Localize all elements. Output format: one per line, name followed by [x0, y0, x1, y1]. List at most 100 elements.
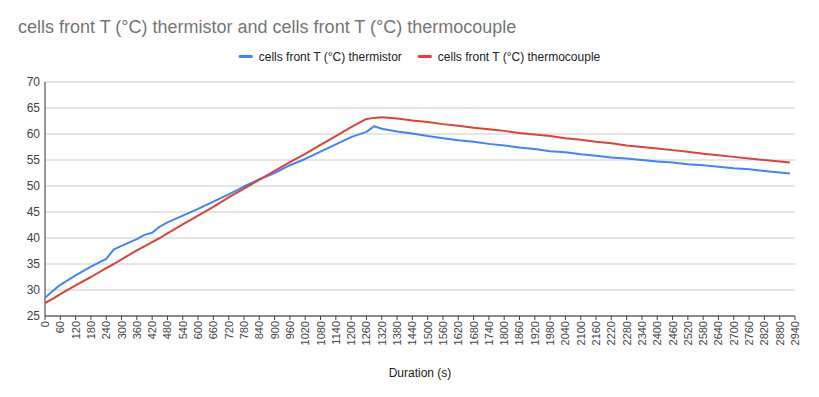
y-tick-label: 35 [27, 257, 41, 271]
y-tick-label: 30 [27, 283, 41, 297]
x-tick [121, 316, 122, 320]
x-tick [596, 316, 597, 320]
y-tick-label: 55 [27, 153, 41, 167]
x-tick-label: 540 [177, 321, 189, 339]
grid-line [45, 186, 795, 187]
x-tick [473, 316, 474, 320]
x-tick [213, 316, 214, 320]
legend-swatch [418, 55, 432, 58]
plot-area [45, 117, 790, 303]
x-tick-label: 1860 [513, 321, 525, 345]
x-tick-label: 1740 [483, 321, 495, 345]
x-tick-label: 2220 [605, 321, 617, 345]
x-tick [488, 316, 489, 320]
x-tick-label: 1800 [498, 321, 510, 345]
x-tick-label: 660 [207, 321, 219, 339]
x-tick-label: 240 [100, 321, 112, 339]
y-tick-label: 70 [27, 75, 41, 89]
x-tick [289, 316, 290, 320]
x-tick [397, 316, 398, 320]
x-tick-label: 840 [253, 321, 265, 339]
x-axis [45, 316, 795, 317]
grid-line [45, 108, 795, 109]
x-tick-label: 1560 [437, 321, 449, 345]
x-tick [381, 316, 382, 320]
x-tick [75, 316, 76, 320]
x-tick [534, 316, 535, 320]
x-tick [795, 316, 796, 320]
legend: cells front T (°C) thermistor cells front… [239, 50, 601, 64]
x-tick-label: 2940 [789, 321, 801, 345]
x-tick-label: 960 [284, 321, 296, 339]
legend-label: cells front T (°C) thermocouple [438, 50, 601, 64]
x-tick [626, 316, 627, 320]
x-tick [504, 316, 505, 320]
x-tick [458, 316, 459, 320]
y-axis [45, 82, 46, 316]
x-tick-label: 2820 [758, 321, 770, 345]
x-tick [198, 316, 199, 320]
grid-line [45, 212, 795, 213]
grid-line [45, 82, 795, 83]
x-tick-label: 2760 [743, 321, 755, 345]
x-tick [45, 316, 46, 320]
x-tick [152, 316, 153, 320]
x-tick [580, 316, 581, 320]
y-tick-label: 65 [27, 101, 41, 115]
x-tick-label: 300 [116, 321, 128, 339]
x-tick-label: 1200 [345, 321, 357, 345]
x-tick-label: 2880 [774, 321, 786, 345]
x-tick-label: 1620 [452, 321, 464, 345]
grid-line [45, 264, 795, 265]
x-tick-label: 1920 [529, 321, 541, 345]
x-tick [136, 316, 137, 320]
x-tick-label: 1260 [360, 321, 372, 345]
legend-label: cells front T (°C) thermistor [259, 50, 402, 64]
x-tick-label: 480 [161, 321, 173, 339]
x-tick [565, 316, 566, 320]
x-tick [259, 316, 260, 320]
x-tick-label: 1320 [376, 321, 388, 345]
x-tick-label: 1980 [544, 321, 556, 345]
x-tick [274, 316, 275, 320]
x-tick-label: 600 [192, 321, 204, 339]
x-tick [550, 316, 551, 320]
x-tick [60, 316, 61, 320]
legend-swatch [239, 55, 253, 58]
x-tick [90, 316, 91, 320]
grid-line [45, 160, 795, 161]
x-tick [611, 316, 612, 320]
x-tick [320, 316, 321, 320]
series-line [45, 117, 790, 303]
x-tick-label: 2100 [575, 321, 587, 345]
x-tick [657, 316, 658, 320]
x-tick-label: 2160 [590, 321, 602, 345]
x-tick-label: 2520 [682, 321, 694, 345]
x-tick-label: 180 [85, 321, 97, 339]
x-tick-label: 2700 [728, 321, 740, 345]
x-tick [749, 316, 750, 320]
x-tick-label: 2580 [697, 321, 709, 345]
y-tick-label: 50 [27, 179, 41, 193]
x-tick [442, 316, 443, 320]
x-tick [427, 316, 428, 320]
series-line [45, 126, 790, 298]
grid-line [45, 316, 795, 317]
x-tick-label: 420 [146, 321, 158, 339]
x-tick-label: 2340 [636, 321, 648, 345]
x-tick [779, 316, 780, 320]
x-axis-title: Duration (s) [389, 366, 452, 380]
x-tick [687, 316, 688, 320]
x-tick-label: 900 [269, 321, 281, 339]
x-tick-label: 360 [131, 321, 143, 339]
x-tick [351, 316, 352, 320]
x-tick [519, 316, 520, 320]
x-tick [106, 316, 107, 320]
x-tick [733, 316, 734, 320]
y-tick-label: 45 [27, 205, 41, 219]
x-tick [764, 316, 765, 320]
x-tick-label: 2280 [621, 321, 633, 345]
x-tick-label: 1440 [406, 321, 418, 345]
x-tick-label: 1500 [422, 321, 434, 345]
x-tick [335, 316, 336, 320]
